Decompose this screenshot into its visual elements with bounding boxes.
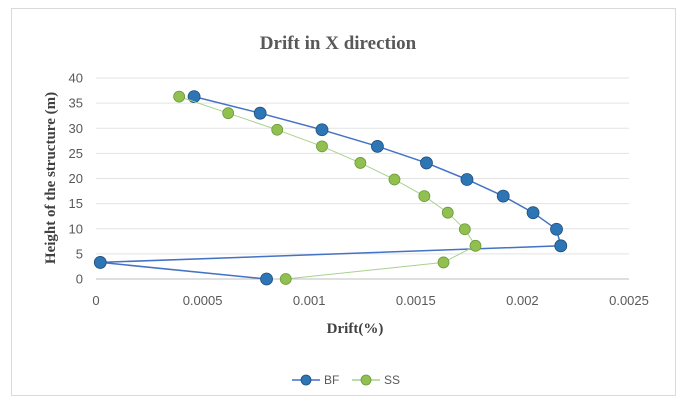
x-tick-label: 0.0025 — [609, 293, 649, 308]
y-tick-label: 30 — [69, 121, 83, 136]
data-point-bf — [460, 173, 474, 186]
data-point-ss — [222, 107, 235, 120]
x-tick-label: 0 — [92, 293, 99, 308]
tick-labels: 0 5 10 15 20 25 30 35 40 0 0.0005 0.001 0.0015 0.002 0… — [69, 71, 649, 309]
data-point-bf — [315, 123, 329, 137]
series-ss — [173, 90, 482, 285]
y-axis-title: Height of the structure (m) — [43, 92, 59, 264]
data-point-bf — [260, 272, 273, 286]
data-point-bf — [496, 189, 510, 203]
data-point-ss — [469, 239, 482, 252]
y-tick-label: 35 — [69, 96, 83, 111]
data-point-ss — [441, 206, 454, 219]
series-bf — [93, 90, 568, 286]
legend-label: BF — [324, 373, 339, 387]
x-tick-label: 0.0005 — [183, 293, 223, 308]
chart-frame — [11, 8, 676, 396]
y-tick-label: 15 — [69, 196, 83, 211]
series-layer — [93, 90, 568, 286]
y-tick-label: 10 — [69, 221, 83, 236]
legend-label: SS — [384, 373, 400, 387]
data-point-ss — [354, 157, 367, 169]
data-point-ss — [173, 90, 186, 103]
y-tick-label: 40 — [69, 71, 83, 86]
data-point-ss — [279, 273, 292, 285]
data-point-ss — [458, 223, 471, 236]
series-line-ss — [178, 96, 477, 280]
data-point-bf — [526, 206, 540, 220]
gridlines — [96, 77, 629, 255]
x-tick-label: 0.002 — [506, 293, 539, 308]
series-line-bf — [100, 95, 562, 280]
legend-item-ss: SS — [352, 373, 400, 387]
data-point-bf — [187, 90, 201, 103]
y-tick-label: 5 — [76, 246, 83, 261]
y-tick-label: 25 — [69, 146, 83, 161]
legend-item-bf: BF — [292, 373, 339, 387]
data-point-ss — [418, 190, 431, 202]
data-point-bf — [93, 256, 107, 269]
data-point-ss — [271, 123, 284, 136]
data-point-ss — [316, 140, 328, 153]
chart-title: Drift in X direction — [260, 33, 417, 54]
legend-marker — [360, 374, 372, 386]
data-point-ss — [388, 173, 401, 186]
data-point-bf — [253, 106, 267, 120]
y-tick-label: 20 — [69, 171, 83, 186]
data-point-bf — [554, 239, 568, 253]
data-point-bf — [550, 222, 563, 236]
x-axis-title: Drift(%) — [327, 321, 384, 337]
data-point-bf — [420, 156, 433, 170]
data-point-ss — [437, 256, 450, 269]
x-tick-label: 0.0015 — [396, 293, 436, 308]
data-point-bf — [371, 139, 384, 153]
y-tick-label: 0 — [76, 272, 83, 287]
x-tick-label: 0.001 — [293, 293, 326, 308]
legend-marker — [300, 374, 312, 386]
legend: BF SS — [292, 373, 400, 387]
